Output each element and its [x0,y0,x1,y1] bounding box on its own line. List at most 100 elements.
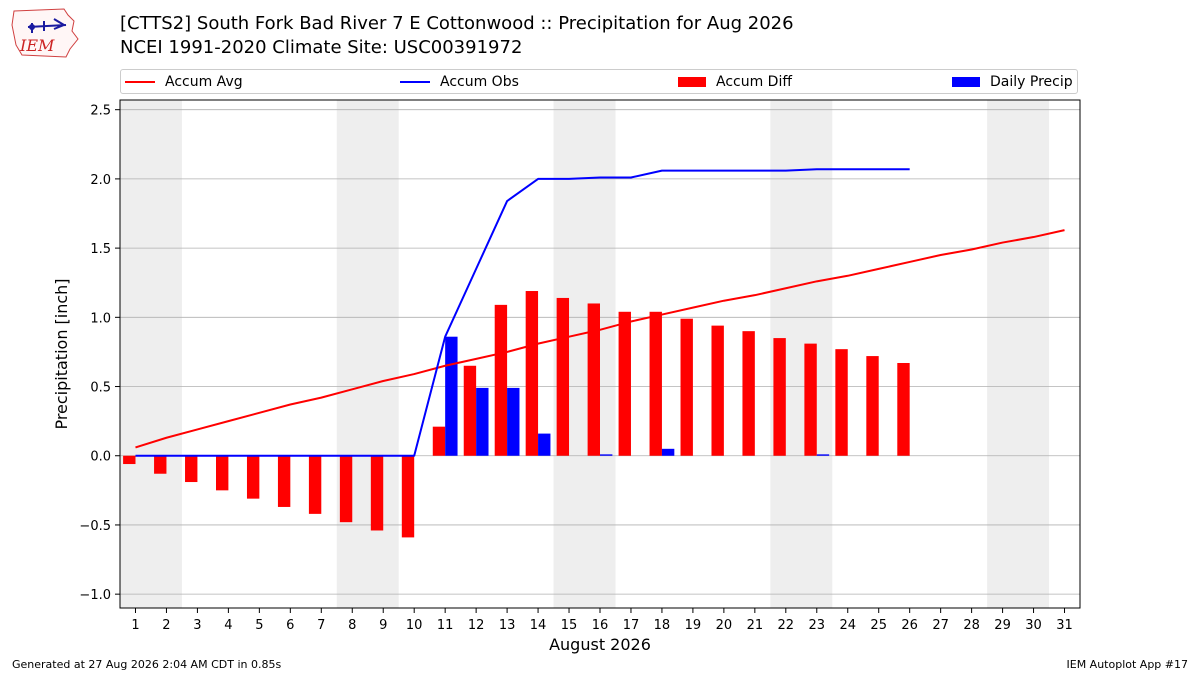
x-tick-label-5: 5 [255,618,263,633]
legend-swatch-daily-precip [952,76,980,87]
x-tick-label-15: 15 [561,618,578,633]
daily-precip-bar-day-23 [816,454,830,456]
x-tick-label-10: 10 [406,618,423,633]
accum-diff-bar-day-25 [866,356,879,456]
generated-timestamp: Generated at 27 Aug 2026 2:04 AM CDT in … [12,658,282,671]
weekend-shading [120,100,1050,608]
y-axis: −1.0 −0.5 0.0 0.5 1.0 1.5 2.0 2.5 [79,104,120,603]
accum-diff-bar-day-17 [618,311,631,456]
accum-avg-line [135,229,1065,449]
legend-item-daily-precip: Daily Precip [952,70,1073,93]
x-tick-label-26: 26 [901,618,918,633]
y-tick-label-1: −0.5 [79,519,111,534]
chart-title: [CTTS2] South Fork Bad River 7 E Cottonw… [120,13,794,34]
y-tick-label-5: 1.5 [90,242,111,257]
x-tick-label-3: 3 [193,618,201,633]
x-axis-label: August 2026 [549,635,651,654]
x-tick-label-1: 1 [131,618,139,633]
x-tick-label-21: 21 [747,618,764,633]
weekend-band-5 [987,100,1050,608]
daily-precip-bar-day-12 [476,387,489,456]
accum-diff-bar-day-8 [339,455,353,523]
accum-diff-bar-day-23 [804,343,817,456]
accum-diff-bar-day-24 [835,349,848,456]
accum-diff-bar-day-11 [432,426,446,456]
x-axis: 1 2 3 4 5 6 7 8 9 10 11 12 13 14 15 16 17 18 19 20 21 22 23 24 2… [131,608,1073,633]
legend-item-accum-avg: Accum Avg [125,70,243,93]
x-tick-label-29: 29 [994,618,1011,633]
x-tick-label-25: 25 [870,618,887,633]
accum-diff-bar-day-14 [525,291,539,456]
accum-diff-bar-day-6 [277,455,291,507]
legend-swatch-accum-obs [400,80,430,83]
accum-diff-bar-day-21 [742,331,755,456]
app-credit: IEM Autoplot App #17 [1066,658,1189,671]
daily-precip-bar-day-18 [661,448,675,456]
x-tick-label-23: 23 [809,618,826,633]
accum-obs-line [135,168,910,457]
legend-label-accum-obs: Accum Obs [440,73,519,90]
x-tick-label-16: 16 [592,618,609,633]
x-tick-label-6: 6 [286,618,294,633]
legend-swatch-accum-avg [125,80,155,83]
x-tick-label-27: 27 [932,618,949,633]
y-tick-label-7: 2.5 [90,104,111,119]
y-tick-label-3: 0.5 [90,381,111,396]
accum-diff-bar-day-10 [401,455,415,538]
accum-diff-bar-day-9 [370,455,384,531]
x-tick-label-19: 19 [685,618,702,633]
x-tick-label-28: 28 [963,618,980,633]
logo-text: IEM [19,36,55,55]
accum-diff-bar-day-13 [494,304,508,456]
y-tick-label-6: 2.0 [90,173,111,188]
y-tick-label-4: 1.0 [90,311,111,326]
x-tick-label-24: 24 [839,618,856,633]
accum-diff-bar-day-12 [463,365,477,456]
x-tick-label-22: 22 [778,618,795,633]
accum-diff-bar-day-18 [649,311,662,456]
weather-vane-icon [27,18,67,33]
chart-subtitle: NCEI 1991-2020 Climate Site: USC00391972 [120,37,523,58]
legend-label-accum-avg: Accum Avg [165,73,243,90]
accum-diff-bar-day-20 [711,325,724,456]
accum-diff-bar-day-5 [246,455,260,499]
x-tick-label-17: 17 [623,618,640,633]
x-tick-label-13: 13 [499,618,516,633]
weather-vane-hub-icon [29,24,35,30]
series-lines [135,168,1065,457]
accum-diff-bar-day-3 [185,455,198,483]
x-tick-label-7: 7 [317,618,325,633]
x-tick-label-14: 14 [530,618,547,633]
legend-item-accum-diff: Accum Diff [678,70,792,93]
legend-item-accum-obs: Accum Obs [400,70,519,93]
y-axis-label: Precipitation [inch] [52,278,71,429]
x-tick-label-9: 9 [379,618,387,633]
accum-diff-bar-day-22 [773,338,786,456]
accum-diff-bar-day-2 [154,455,167,474]
y-tick-label-2: 0.0 [90,450,111,465]
y-tick-label-0: −1.0 [79,588,111,603]
weekend-band-2 [336,100,399,608]
accum-diff-bar-day-4 [216,455,229,491]
x-tick-label-20: 20 [716,618,733,633]
legend-label-daily-precip: Daily Precip [990,73,1073,90]
legend: Accum Avg Accum Obs Accum Diff Daily Pre… [120,69,1078,94]
x-tick-label-8: 8 [348,618,356,633]
legend-label-accum-diff: Accum Diff [716,73,793,90]
x-tick-label-11: 11 [437,618,454,633]
x-tick-label-12: 12 [468,618,485,633]
accum-diff-bar-day-7 [308,455,322,514]
accum-diff-bar-day-15 [556,297,570,456]
iem-logo: IEM [11,8,79,58]
x-tick-label-30: 30 [1025,618,1042,633]
daily-precip-bar-day-11 [445,336,458,456]
x-tick-label-31: 31 [1056,618,1073,633]
x-tick-label-2: 2 [162,618,170,633]
daily-precip-bar-day-13 [507,387,520,456]
weekend-band-1 [120,100,182,608]
x-tick-label-4: 4 [224,618,232,633]
bars [123,291,910,538]
accum-diff-bar-day-26 [897,362,910,456]
accum-diff-bar-day-16 [587,303,600,456]
